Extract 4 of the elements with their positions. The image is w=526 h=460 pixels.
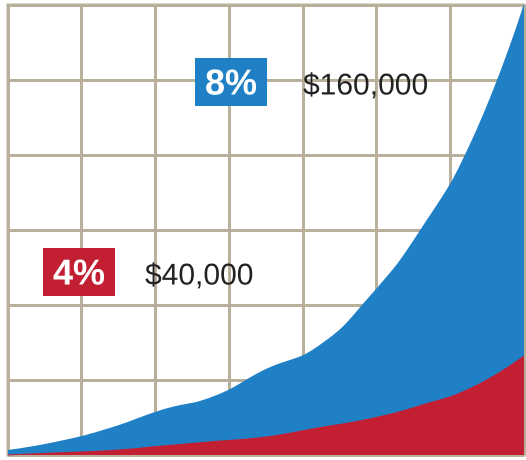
- text: 8%: [205, 62, 258, 102]
- annotation: $40,000: [145, 258, 254, 292]
- text: 4%: [53, 252, 106, 292]
- annotation: $160,000: [303, 68, 428, 102]
